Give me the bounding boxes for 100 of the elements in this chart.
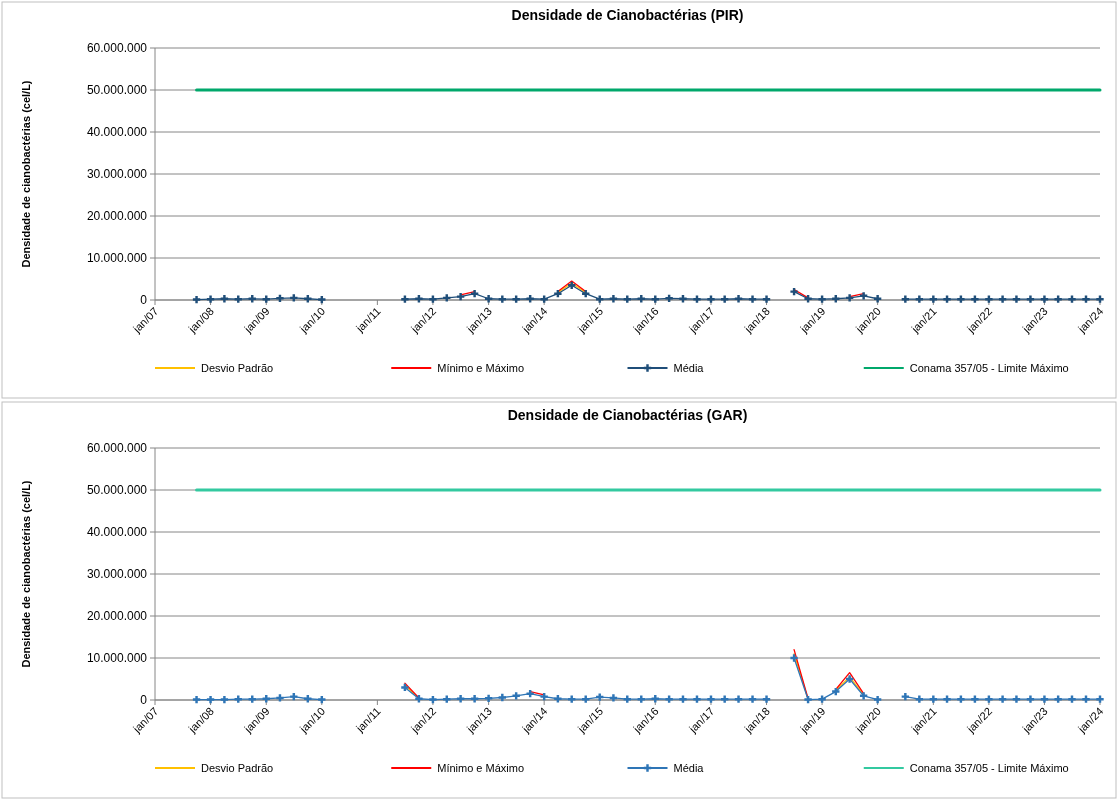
chart-title: Densidade de Cianobactérias (PIR) [511,7,744,23]
point [818,695,826,703]
point [1082,295,1090,303]
point [1012,295,1021,303]
point [1068,295,1076,303]
point [456,292,465,301]
point [971,295,979,303]
point [1054,695,1062,703]
y-tick-label: 20.000.000 [86,209,148,223]
point [998,695,1007,703]
point [1068,695,1076,703]
point [318,695,326,704]
point [873,295,882,303]
point [568,695,576,703]
point [484,295,493,303]
point [693,695,701,703]
y-axis-title: Densidade de cianobactérias (cel/L) [20,480,32,668]
y-tick-label: 30.000.000 [86,167,148,181]
point [804,695,812,704]
point [957,695,965,703]
point [220,695,229,704]
point [318,295,326,304]
point [845,294,854,302]
point [818,295,826,303]
point [582,290,590,298]
legend-label: Mínimo e Máximo [437,762,525,774]
point [276,694,284,702]
point [192,295,201,304]
point [401,683,409,692]
point [832,687,840,696]
point [748,695,757,703]
point [707,295,715,303]
point [609,694,618,702]
point [901,692,910,701]
point [929,695,938,703]
point [651,695,659,703]
point [734,695,743,703]
y-tick-label: 30.000.000 [86,567,148,581]
point [748,295,757,303]
point [971,695,979,703]
point [915,695,924,703]
y-tick-label: 60.000.000 [86,41,148,55]
point [1026,295,1035,303]
legend-label: Conama 357/05 - Limite Máximo [909,362,1069,374]
point [206,695,215,704]
point [596,295,604,303]
point [1082,695,1090,703]
point [526,690,534,698]
point [456,695,465,703]
legend-label: Média [673,362,705,374]
legend-label: Conama 357/05 - Limite Máximo [909,762,1069,774]
y-axis-title: Densidade de cianobactérias (cel/L) [20,80,32,268]
point [721,695,729,703]
point [873,695,882,704]
point [943,295,951,303]
point [609,295,618,303]
point [734,295,743,303]
point [901,295,910,303]
point [206,295,215,303]
point [651,295,659,303]
point [1040,295,1049,303]
point [859,692,868,700]
y-tick-label: 0 [140,293,148,307]
chart-title: Densidade de Cianobactérias (GAR) [507,407,748,423]
point [540,692,548,701]
point [679,695,687,703]
y-tick-label: 50.000.000 [86,83,148,97]
point [429,695,437,704]
point [762,295,771,303]
point [957,295,965,303]
point [498,295,506,303]
point [484,694,493,702]
point [554,290,562,298]
point [498,693,506,702]
point [1040,695,1049,703]
y-tick-label: 20.000.000 [86,609,148,623]
legend-label: Média [673,762,705,774]
y-tick-label: 10.000.000 [86,251,148,265]
point [568,281,576,289]
y-tick-label: 60.000.000 [86,441,148,455]
point [596,693,604,701]
point [665,695,673,703]
y-tick-label: 0 [140,693,148,707]
point [693,295,701,303]
point [985,295,993,303]
point [859,292,868,300]
y-tick-label: 40.000.000 [86,125,148,139]
point [915,295,924,303]
point [1026,695,1035,703]
point [512,295,520,303]
y-tick-label: 50.000.000 [86,483,148,497]
point [790,287,798,296]
point [470,695,479,703]
point [401,295,409,303]
point [707,695,715,703]
y-tick-label: 10.000.000 [86,651,148,665]
point [1054,295,1062,303]
point [276,294,284,302]
point [998,295,1007,303]
y-tick-label: 40.000.000 [86,525,148,539]
